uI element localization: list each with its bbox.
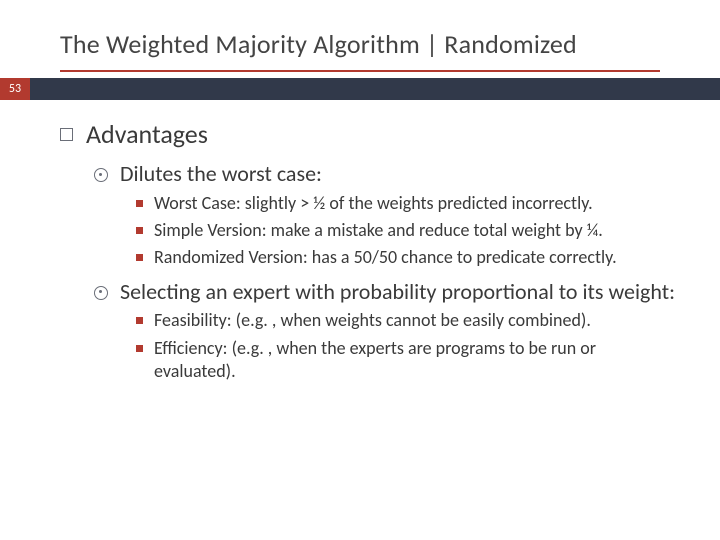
page-bar-fill	[30, 78, 720, 100]
lvl3-text: Simple Version: make a mistake and reduc…	[154, 219, 603, 241]
page-bar: 53	[0, 78, 720, 100]
list-item: Efficiency: (e.g. , when the experts are…	[134, 337, 680, 384]
title-underline	[60, 70, 660, 72]
list-item: Dilutes the worst case: Worst Case: slig…	[94, 160, 680, 270]
lvl1-text: Advantages	[86, 118, 208, 150]
lvl3-text: Randomized Version: has a 50/50 chance t…	[154, 246, 617, 268]
lvl3-text: Feasibility: (e.g. , when weights cannot…	[154, 309, 591, 331]
lvl2-text: Dilutes the worst case:	[120, 160, 322, 187]
bullet-list-lvl1: Advantages Dilutes the worst case: Worst…	[58, 118, 680, 383]
list-item: Randomized Version: has a 50/50 chance t…	[134, 246, 680, 269]
bullet-list-lvl3: Worst Case: slightly > ½ of the weights …	[120, 192, 680, 270]
lvl2-text: Selecting an expert with probability pro…	[120, 278, 675, 305]
lvl3-text: Worst Case: slightly > ½ of the weights …	[154, 192, 593, 214]
list-item: Worst Case: slightly > ½ of the weights …	[134, 192, 680, 215]
list-item: Advantages Dilutes the worst case: Worst…	[58, 118, 680, 383]
list-item: Selecting an expert with probability pro…	[94, 278, 680, 384]
lvl3-text: Efficiency: (e.g. , when the experts are…	[154, 337, 596, 382]
title-area: The Weighted Majority Algorithm | Random…	[0, 0, 720, 66]
bullet-list-lvl3: Feasibility: (e.g. , when weights cannot…	[120, 309, 680, 383]
list-item: Feasibility: (e.g. , when weights cannot…	[134, 309, 680, 332]
content-area: Advantages Dilutes the worst case: Worst…	[0, 100, 720, 383]
bullet-list-lvl2: Dilutes the worst case: Worst Case: slig…	[86, 160, 680, 383]
page-number-badge: 53	[0, 78, 30, 100]
list-item: Simple Version: make a mistake and reduc…	[134, 219, 680, 242]
slide-title: The Weighted Majority Algorithm | Random…	[60, 28, 720, 60]
slide: The Weighted Majority Algorithm | Random…	[0, 0, 720, 540]
